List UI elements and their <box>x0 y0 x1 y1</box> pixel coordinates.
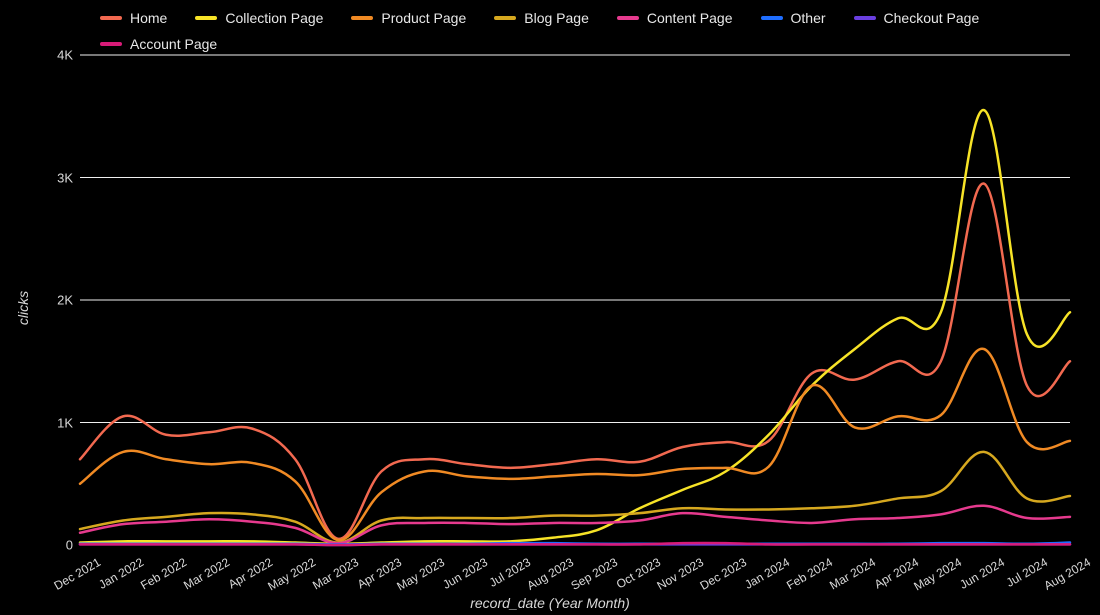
series-line <box>80 452 1070 543</box>
y-tick-label: 2K <box>45 293 73 308</box>
line-chart: HomeCollection PageProduct PageBlog Page… <box>0 0 1100 615</box>
series-line <box>80 349 1070 540</box>
y-tick-label: 0 <box>45 538 73 553</box>
y-tick-label: 4K <box>45 48 73 63</box>
y-tick-label: 1K <box>45 415 73 430</box>
series-line <box>80 184 1070 539</box>
series-line <box>80 110 1070 544</box>
series-line <box>80 543 1070 545</box>
y-tick-label: 3K <box>45 170 73 185</box>
series-line <box>80 506 1070 543</box>
